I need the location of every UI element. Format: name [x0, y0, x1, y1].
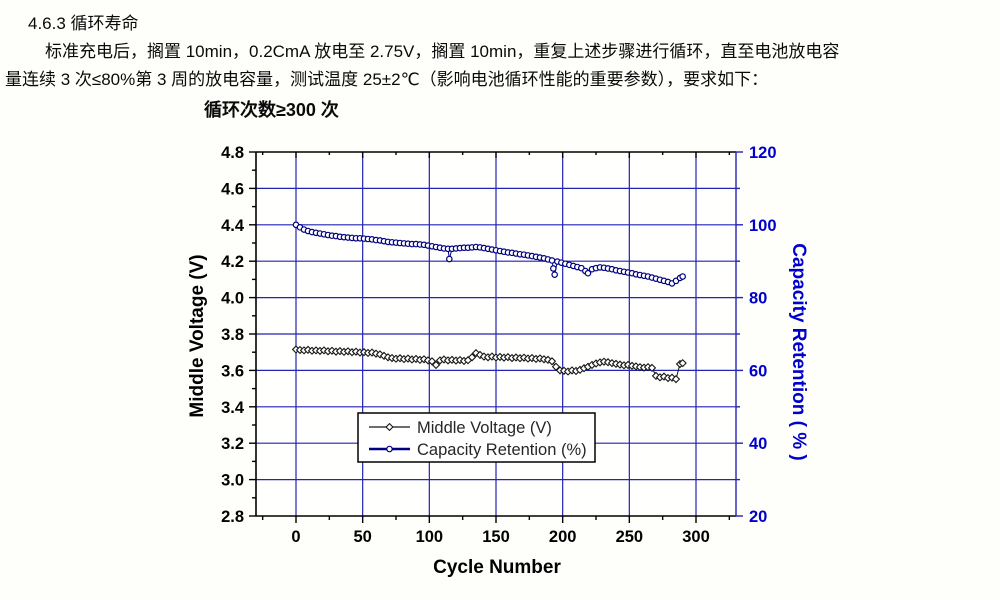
- svg-text:3.8: 3.8: [221, 326, 244, 344]
- spec-paragraph-line-2: 量连续 3 次≤80%第 3 周的放电容量，测试温度 25±2℃（影响电池循环性…: [5, 70, 769, 89]
- left-tick-labels: 2.8 3.0 3.2 3.4 3.6 3.8 4.0 4.2 4.4 4.6 4.8: [221, 144, 245, 526]
- cycle-requirement: 循环次数≥300 次: [204, 100, 339, 120]
- svg-text:3.2: 3.2: [221, 435, 244, 453]
- axis-ticks: [249, 151, 731, 523]
- svg-text:150: 150: [482, 528, 510, 546]
- legend-label-circle: Capacity Retention (%): [417, 441, 587, 459]
- svg-text:4.4: 4.4: [221, 217, 245, 235]
- svg-text:2.8: 2.8: [221, 508, 244, 526]
- gridlines: [256, 152, 736, 516]
- svg-text:3.0: 3.0: [221, 472, 244, 490]
- svg-text:200: 200: [549, 528, 577, 546]
- svg-text:0: 0: [291, 528, 300, 546]
- svg-text:4.6: 4.6: [221, 180, 244, 198]
- spec-paragraph-line-1: 标准充电后，搁置 10min，0.2CmA 放电至 2.75V，搁置 10min…: [45, 42, 840, 61]
- x-tick-labels: 0 50 100 150 200 250 300: [291, 528, 709, 546]
- series-diamond: [291, 345, 687, 384]
- svg-text:60: 60: [749, 362, 767, 380]
- right-axis-title: Capacity Retention ( % ): [788, 243, 809, 460]
- legend: Middle Voltage (V) Capacity Retention (%): [357, 412, 596, 463]
- svg-text:50: 50: [353, 528, 371, 546]
- section-heading: 4.6.3 循环寿命: [28, 14, 139, 33]
- svg-text:80: 80: [749, 290, 767, 308]
- x-axis-title: Cycle Number: [433, 557, 561, 578]
- svg-text:120: 120: [749, 144, 777, 162]
- right-axis-ticks: [736, 151, 743, 517]
- svg-text:4.8: 4.8: [221, 144, 244, 162]
- right-tick-labels: 20 40 60 80 100 120: [749, 144, 777, 526]
- svg-text:250: 250: [616, 528, 644, 546]
- left-axis-title: Middle Voltage (V): [187, 254, 208, 417]
- series-circle: [292, 221, 686, 287]
- svg-text:3.6: 3.6: [221, 362, 244, 380]
- svg-text:300: 300: [682, 528, 710, 546]
- svg-text:4.2: 4.2: [221, 253, 244, 271]
- svg-text:40: 40: [749, 435, 767, 453]
- svg-text:20: 20: [749, 508, 767, 526]
- svg-text:100: 100: [416, 528, 444, 546]
- svg-text:100: 100: [749, 217, 777, 235]
- svg-text:3.4: 3.4: [221, 399, 245, 417]
- svg-text:4.0: 4.0: [221, 290, 244, 308]
- legend-label-diamond: Middle Voltage (V): [417, 419, 552, 437]
